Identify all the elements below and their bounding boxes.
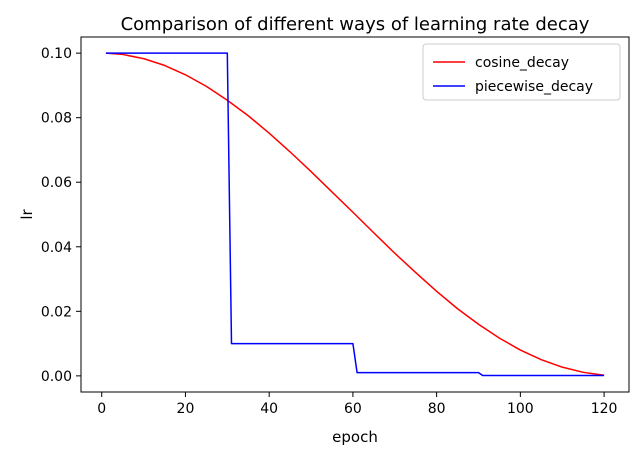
x-tick-label: 100 [507, 401, 534, 417]
x-axis-label: epoch [332, 428, 378, 446]
axes: 0 20 40 60 80 100 120 0.00 0.02 0.04 0.06 0.08 0.10 [41, 46, 618, 417]
series-line-piecewise_decay [105, 52, 605, 377]
y-tick-label: 0.02 [41, 304, 72, 320]
x-tick-label: 0 [97, 401, 106, 417]
y-tick-label: 0.06 [41, 175, 72, 191]
y-tick-label: 0.08 [41, 111, 72, 127]
series-layer [105, 52, 605, 377]
x-tick-label: 80 [428, 401, 446, 417]
x-tick-label: 20 [177, 401, 195, 417]
plot-frame [80, 36, 630, 393]
legend-label-piecewise_decay: piecewise_decay [475, 79, 593, 95]
x-tick-label: 40 [260, 401, 278, 417]
chart-title: Comparison of different ways of learning… [121, 14, 590, 35]
series-line-cosine_decay [105, 52, 605, 376]
y-tick-label: 0.10 [41, 46, 72, 62]
y-axis-label: lr [18, 209, 36, 220]
legend: cosine_decay piecewise_decay [422, 43, 621, 101]
x-tick-label: 120 [591, 401, 618, 417]
x-tick-label: 60 [344, 401, 362, 417]
legend-box [422, 43, 621, 101]
legend-label-cosine_decay: cosine_decay [475, 55, 569, 71]
y-tick-label: 0.04 [41, 240, 72, 256]
y-tick-label: 0.00 [41, 369, 72, 385]
